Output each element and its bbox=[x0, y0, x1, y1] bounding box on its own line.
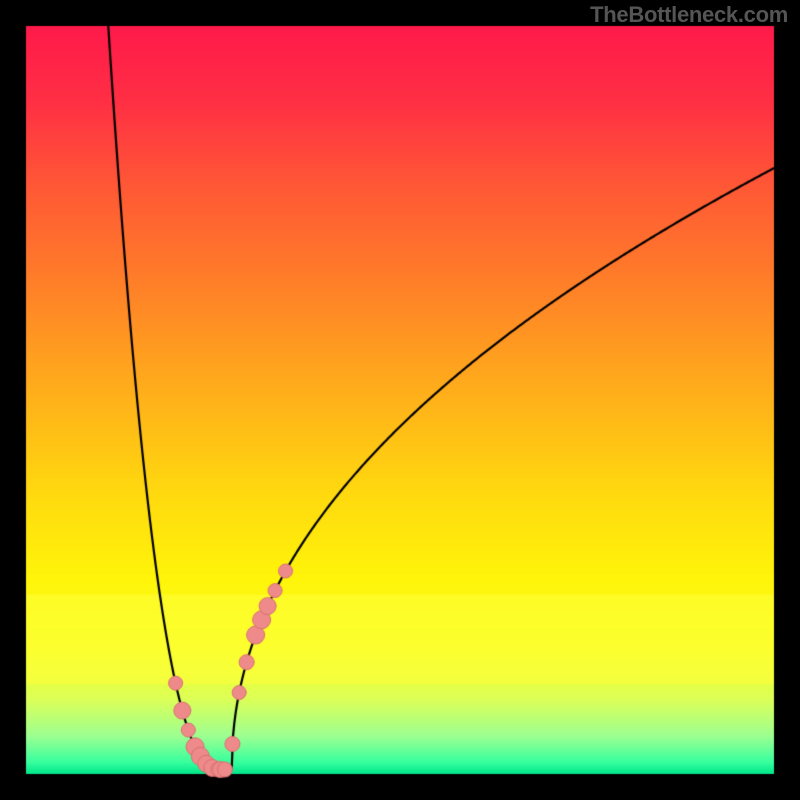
watermark-text: TheBottleneck.com bbox=[590, 2, 788, 28]
bottleneck-chart-canvas bbox=[0, 0, 800, 800]
